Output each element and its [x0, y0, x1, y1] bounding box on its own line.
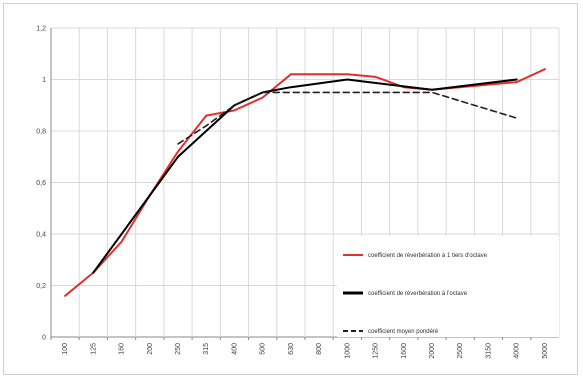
chart-frame: 0 0,2 0,4 0,6 0,8 1 1,2 100 125 160 200 250 315 400 50…	[3, 3, 578, 375]
x-tick-label: 4000	[514, 343, 521, 359]
x-tick-label: 800	[316, 343, 323, 355]
x-tick-label: 630	[288, 343, 295, 355]
x-tick-label: 1250	[373, 343, 380, 359]
y-tick-label: 0,2	[36, 283, 46, 290]
x-tick-label: 100	[62, 343, 69, 355]
legend-box	[337, 236, 559, 337]
y-tick-label: 1	[42, 77, 46, 84]
y-tick-label: 0,8	[36, 129, 46, 136]
y-tick-label: 1,2	[36, 26, 46, 33]
x-tick-label: 500	[260, 343, 267, 355]
series-line-3	[177, 91, 518, 145]
x-tick-label: 400	[231, 343, 238, 355]
x-tick-label: 160	[119, 343, 126, 355]
series-line-2	[92, 78, 518, 274]
legend-label-1: coefficient de réverbération à 1 tiers d…	[368, 253, 488, 259]
y-tick-label: 0	[42, 335, 46, 342]
x-tick-label: 2000	[429, 343, 436, 359]
x-tick-label: 1600	[401, 343, 408, 359]
x-tick-label: 2500	[457, 343, 464, 359]
x-tick-label: 1000	[344, 343, 351, 359]
x-tick-label: 250	[175, 343, 182, 355]
legend-label-3: coefficient moyen pondéré	[368, 329, 439, 335]
x-tick-label: 5000	[542, 343, 549, 359]
x-tick-label: 200	[147, 343, 154, 355]
y-tick-label: 0,6	[36, 180, 46, 187]
legend-label-2: coefficient de réverbération à l'octave	[368, 291, 468, 297]
line-chart: 0 0,2 0,4 0,6 0,8 1 1,2 100 125 160 200 250 315 400 50…	[36, 26, 560, 359]
y-tick-label: 0,4	[36, 232, 46, 239]
x-tick-label: 3150	[485, 343, 492, 359]
x-tick-label: 125	[90, 343, 97, 355]
x-tick-label: 315	[203, 343, 210, 355]
